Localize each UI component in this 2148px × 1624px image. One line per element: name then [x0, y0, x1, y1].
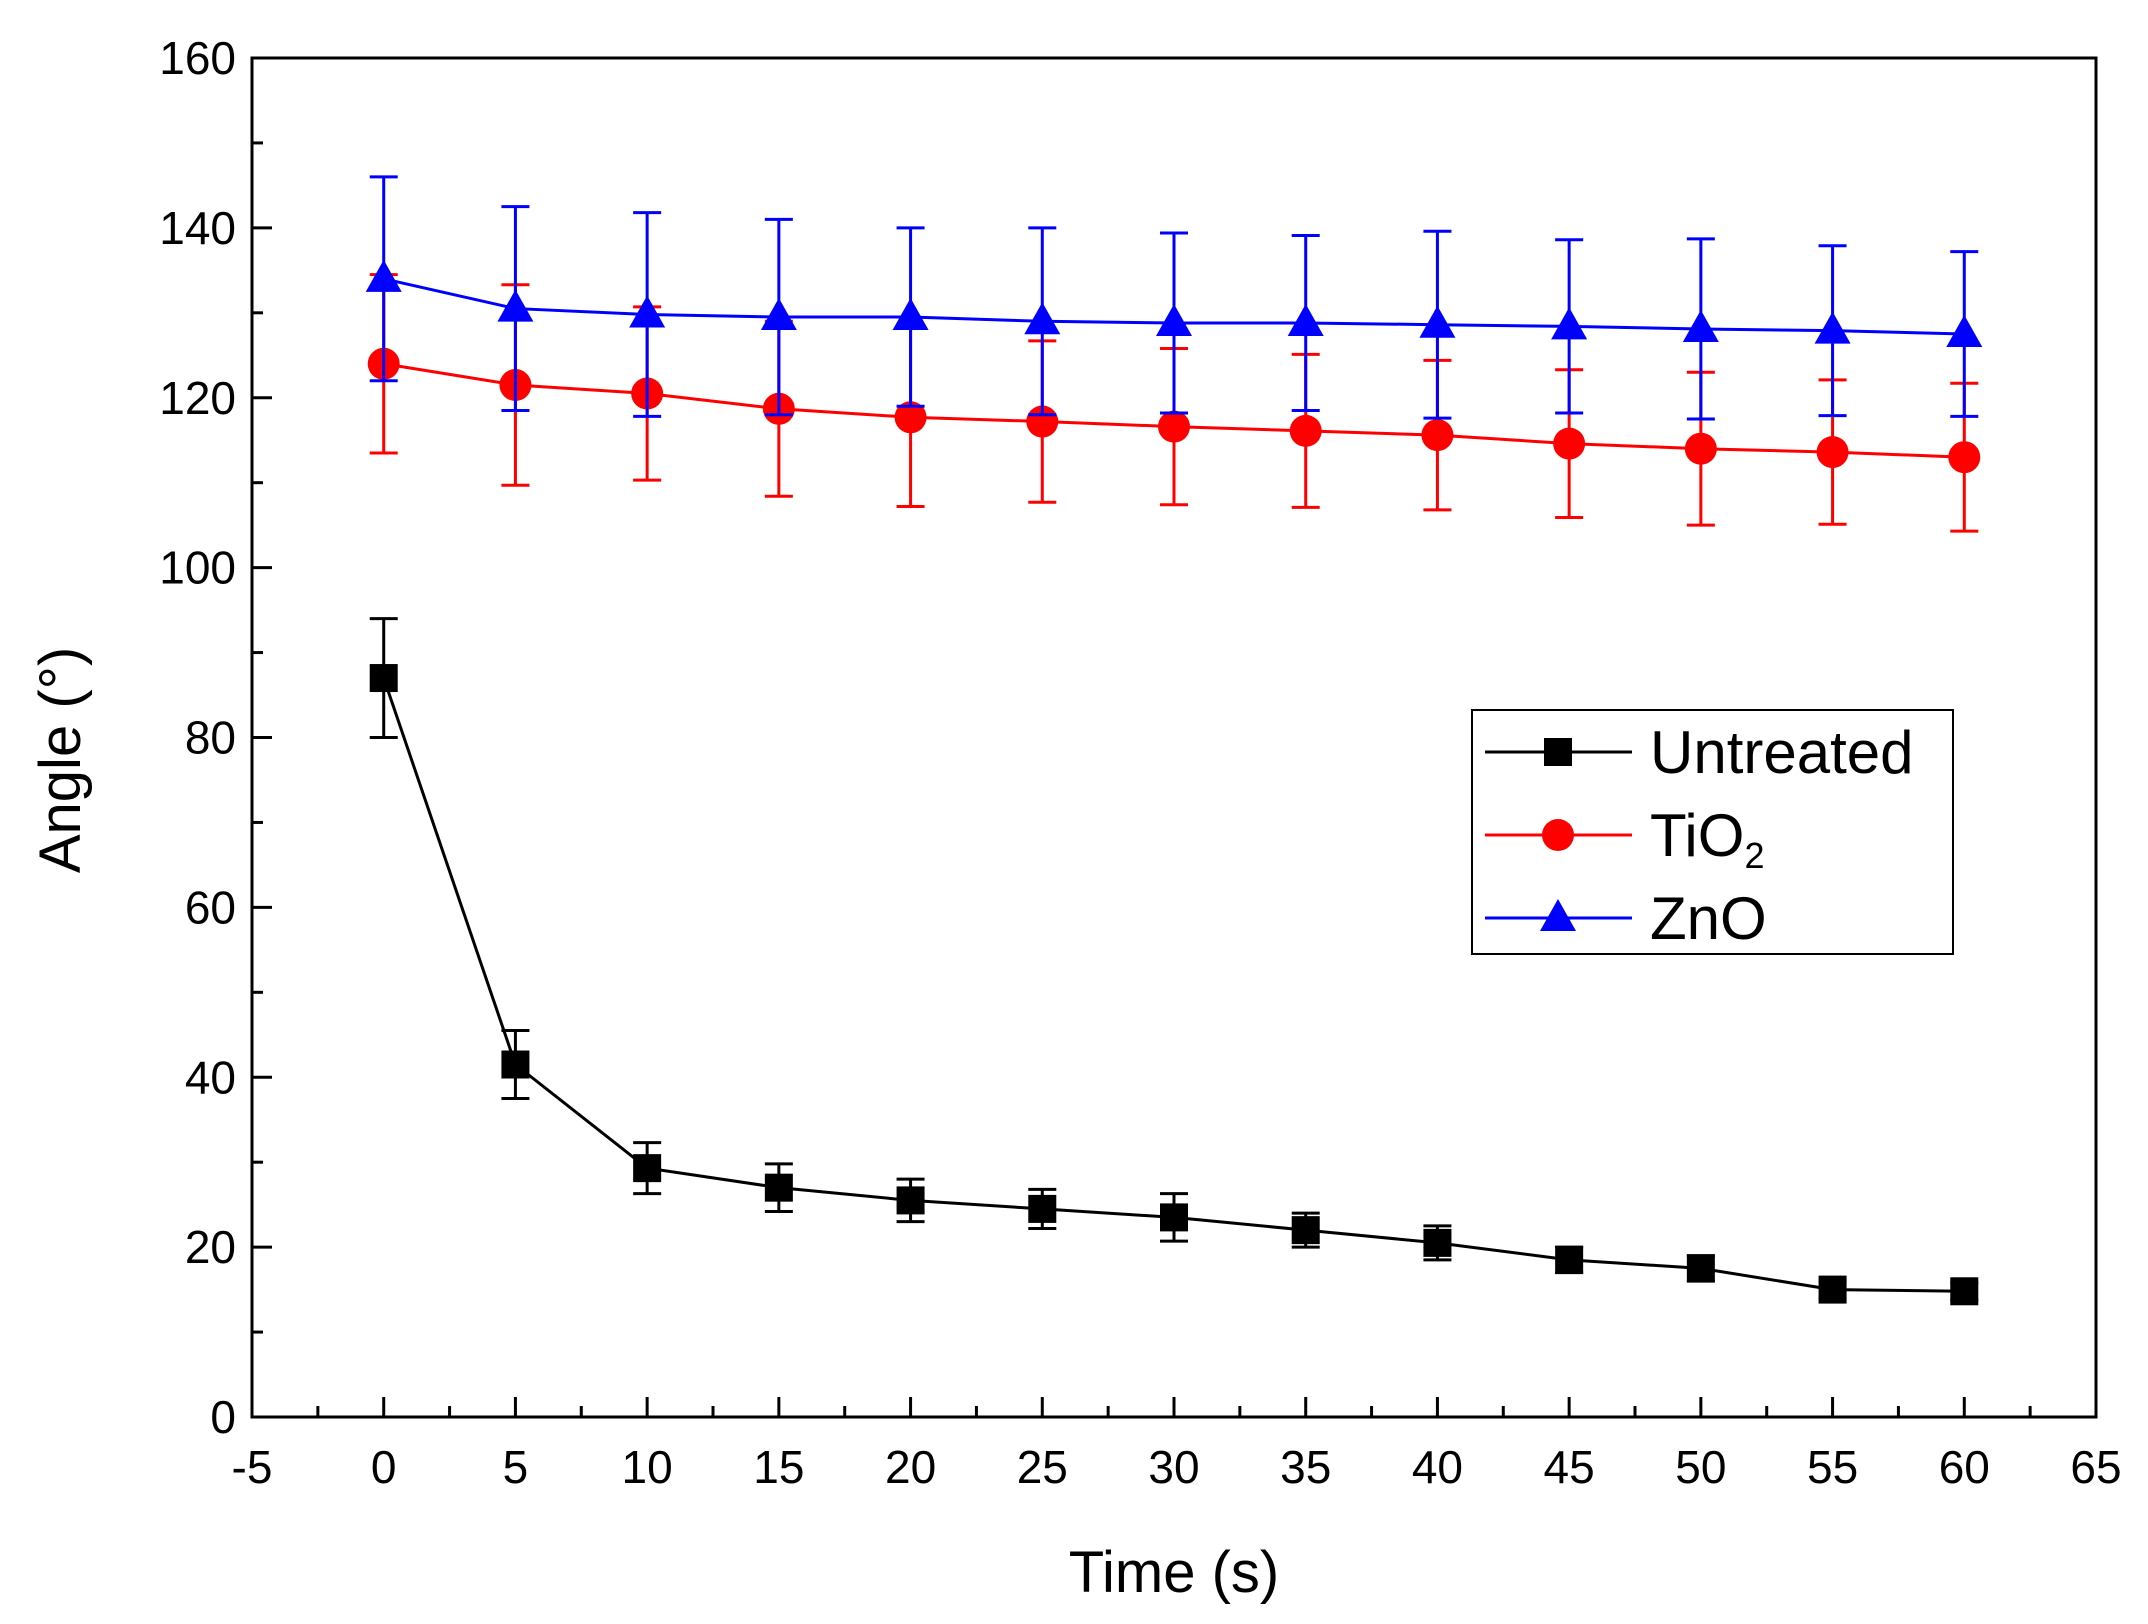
data-point	[1682, 309, 1719, 342]
x-tick-label: -5	[232, 1441, 273, 1493]
data-point	[1555, 1245, 1584, 1274]
data-point	[896, 1186, 925, 1215]
legend-label-main: TiO	[1650, 802, 1744, 869]
y-tick-label: 80	[185, 712, 236, 764]
x-axis-title: Time (s)	[1069, 1540, 1279, 1605]
legend-marker	[1544, 738, 1572, 766]
data-point	[1423, 1228, 1452, 1257]
data-point	[892, 298, 929, 331]
data-point	[1291, 1216, 1320, 1245]
data-point	[1818, 1275, 1847, 1304]
legend-marker	[1542, 819, 1574, 851]
data-point	[894, 401, 927, 434]
data-point	[1814, 311, 1851, 344]
data-point	[1946, 315, 1983, 348]
series-zno	[365, 175, 1983, 421]
data-point	[1816, 436, 1849, 469]
y-axis-title-group: Angle (°)	[28, 647, 93, 873]
x-tick-label: 65	[2070, 1441, 2121, 1493]
series-untreated	[369, 617, 1979, 1306]
y-tick-label: 140	[159, 202, 236, 254]
data-point	[369, 664, 398, 693]
legend-item-untreated: Untreated	[1485, 719, 1914, 786]
data-point	[1421, 419, 1454, 452]
legend-label-sub: 2	[1744, 835, 1764, 876]
x-tick-label: 40	[1412, 1441, 1463, 1493]
y-tick-label: 160	[159, 32, 236, 84]
x-tick-label: 10	[622, 1441, 673, 1493]
legend: Untreated TiO2 ZnO	[1471, 709, 1954, 955]
data-point	[1684, 432, 1717, 465]
x-tick-label: 0	[371, 1441, 397, 1493]
data-point	[497, 289, 534, 322]
x-tick-label: 55	[1807, 1441, 1858, 1493]
series-layer	[365, 175, 1983, 1306]
data-point	[1028, 1194, 1057, 1223]
legend-item-tio2: TiO2	[1485, 802, 1764, 876]
data-point	[501, 1050, 530, 1079]
data-point	[1160, 1203, 1188, 1232]
legend-label: TiO2	[1650, 802, 1764, 876]
y-tick-label: 100	[159, 542, 236, 594]
data-point	[1419, 305, 1456, 338]
y-tick-label: 60	[185, 881, 236, 933]
x-tick-label: 50	[1675, 1441, 1726, 1493]
legend-label: Untreated	[1650, 719, 1914, 786]
x-tick-label: 25	[1017, 1441, 1068, 1493]
y-tick-label: 120	[159, 372, 236, 424]
data-point	[365, 259, 402, 292]
data-point	[1158, 410, 1190, 443]
data-point	[1948, 441, 1981, 474]
data-point	[1287, 304, 1324, 337]
data-point	[760, 298, 797, 331]
x-tick-label: 35	[1280, 1441, 1331, 1493]
data-point	[1156, 304, 1192, 337]
x-tick-label: 45	[1544, 1441, 1595, 1493]
data-point	[764, 1173, 793, 1202]
data-point	[1289, 414, 1322, 447]
y-tick-label: 0	[210, 1391, 236, 1443]
y-tick-label: 40	[185, 1051, 236, 1103]
x-tick-label: 60	[1939, 1441, 1990, 1493]
data-point	[1686, 1254, 1715, 1283]
x-tick-label: 15	[753, 1441, 804, 1493]
legend-marker	[1540, 899, 1576, 931]
x-tick-label: 20	[885, 1441, 936, 1493]
data-point	[1950, 1277, 1979, 1306]
data-point	[1551, 307, 1588, 340]
data-point	[1553, 427, 1586, 460]
legend-item-zno: ZnO	[1485, 885, 1767, 952]
x-tick-label: 5	[503, 1441, 529, 1493]
data-point	[629, 295, 666, 328]
y-axis-title: Angle (°)	[28, 647, 93, 873]
y-tick-label: 20	[185, 1221, 236, 1273]
legend-label: ZnO	[1650, 885, 1767, 952]
data-point	[633, 1154, 662, 1183]
x-tick-label: 30	[1148, 1441, 1199, 1493]
data-point	[1024, 302, 1061, 335]
